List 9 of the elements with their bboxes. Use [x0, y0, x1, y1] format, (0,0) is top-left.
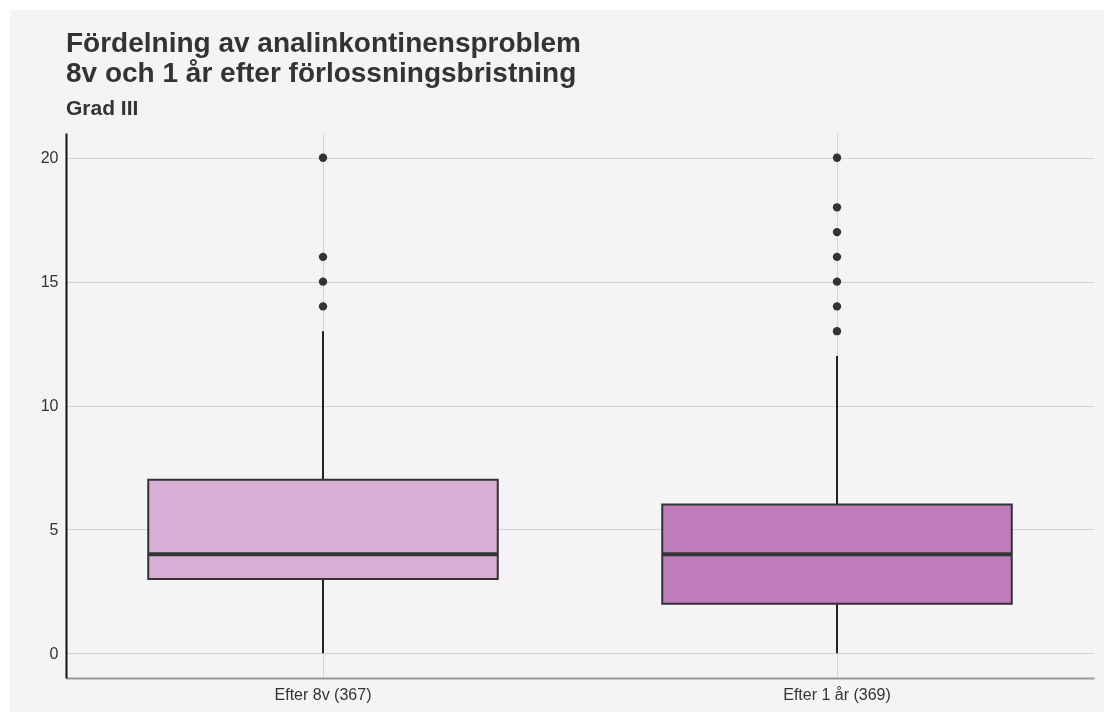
y-tick-label: 0 [49, 644, 59, 662]
y-tick-label: 15 [40, 273, 59, 291]
y-tick-label: 20 [40, 149, 59, 167]
chart-subtitle: Grad III [66, 96, 139, 119]
y-tick-label: 5 [49, 520, 59, 538]
chart-title: Fördelning av analinkontinensproblem 8v och 1 år efter förlossningsbristning [66, 27, 581, 88]
y-tick-label: 10 [40, 397, 59, 414]
x-tick-label: Efter 1 år (369) [783, 685, 891, 703]
x-tick-label: Efter 8v (367) [274, 685, 372, 703]
